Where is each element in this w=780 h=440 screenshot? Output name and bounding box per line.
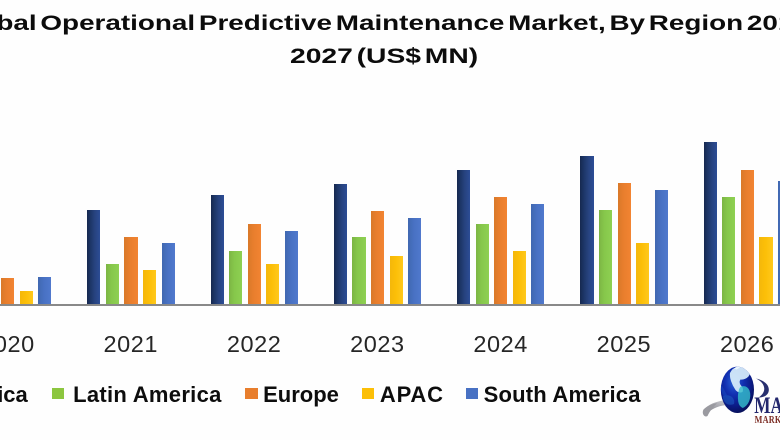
- svg-text:MARKE: MARKE: [755, 414, 780, 426]
- svg-text:MAX: MAX: [754, 394, 780, 419]
